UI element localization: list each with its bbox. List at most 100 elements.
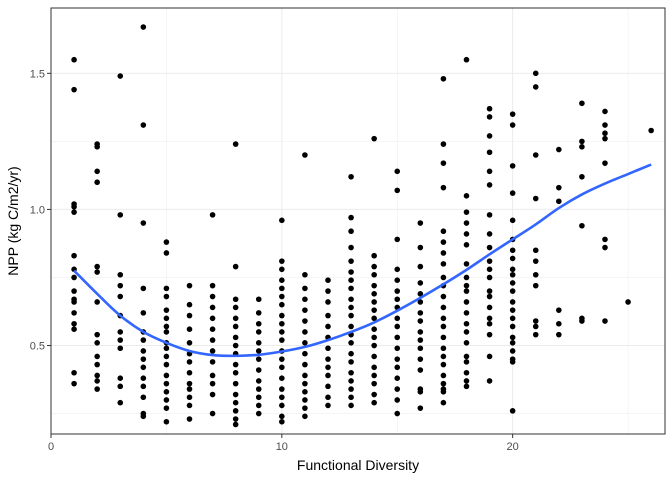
data-point — [463, 369, 470, 376]
data-point — [94, 269, 100, 275]
data-point — [556, 331, 562, 338]
data-point — [417, 318, 424, 324]
data-point — [255, 386, 262, 392]
data-point — [302, 389, 308, 395]
data-point — [532, 195, 539, 202]
data-point — [94, 353, 100, 360]
data-point — [163, 380, 170, 387]
data-point — [394, 266, 401, 273]
data-point — [209, 410, 216, 417]
data-point — [209, 315, 216, 322]
data-point — [394, 375, 401, 382]
data-point — [509, 307, 516, 313]
data-point — [486, 212, 493, 218]
data-point — [232, 141, 239, 147]
data-point — [486, 320, 493, 327]
data-point — [348, 304, 354, 311]
data-point — [94, 179, 100, 186]
data-point — [186, 340, 193, 346]
data-point — [371, 364, 377, 371]
data-point — [486, 168, 493, 175]
data-point — [417, 244, 424, 251]
data-point — [186, 312, 193, 319]
data-point — [417, 263, 424, 270]
data-point — [302, 397, 308, 403]
data-point — [232, 304, 239, 311]
data-point — [440, 239, 447, 245]
panel-border — [50, 7, 666, 435]
data-point — [371, 291, 377, 297]
data-point — [71, 274, 77, 281]
data-point — [394, 323, 401, 330]
data-point — [486, 331, 493, 338]
data-point — [486, 315, 493, 322]
data-point — [163, 418, 170, 425]
data-point — [602, 160, 608, 166]
data-point — [325, 383, 331, 390]
data-point — [371, 315, 377, 322]
data-point — [163, 293, 170, 300]
data-point — [509, 271, 516, 278]
data-point — [486, 378, 493, 384]
data-point — [117, 212, 124, 218]
data-point — [532, 258, 539, 264]
data-point — [348, 258, 354, 264]
data-point — [371, 271, 377, 278]
data-point — [163, 307, 170, 313]
data-point — [186, 402, 193, 409]
data-point — [509, 348, 516, 354]
data-point — [509, 217, 516, 224]
data-point — [394, 364, 401, 371]
data-point — [486, 258, 493, 264]
data-point — [486, 244, 493, 251]
data-point — [209, 304, 216, 311]
data-point — [117, 383, 124, 390]
data-point — [417, 405, 424, 411]
data-point — [140, 413, 147, 420]
data-point — [94, 361, 100, 368]
data-point — [163, 239, 170, 245]
data-point — [140, 24, 147, 30]
data-point — [255, 348, 262, 354]
data-point — [440, 75, 447, 82]
data-point — [117, 293, 124, 300]
data-point — [625, 299, 631, 305]
data-point — [117, 337, 124, 343]
data-point — [209, 391, 216, 398]
data-point — [602, 122, 608, 128]
data-point — [440, 160, 447, 166]
data-point — [602, 236, 608, 243]
data-point — [186, 326, 193, 333]
data-point — [417, 291, 424, 297]
data-point — [209, 372, 216, 379]
data-point — [140, 310, 147, 316]
data-point — [348, 312, 354, 319]
data-point — [163, 397, 170, 403]
data-point — [186, 386, 193, 392]
data-point — [602, 130, 608, 137]
data-point — [417, 329, 424, 335]
data-point — [94, 378, 100, 384]
data-point — [348, 359, 354, 365]
data-point — [509, 408, 516, 414]
y-tick-label: 0.5 — [30, 341, 45, 353]
data-point — [325, 345, 331, 352]
data-point — [602, 108, 608, 115]
data-point — [302, 372, 308, 379]
data-point — [371, 282, 377, 289]
data-point — [440, 274, 447, 281]
data-point — [186, 282, 193, 289]
data-point — [348, 228, 354, 235]
data-point — [232, 334, 239, 341]
data-point — [232, 416, 239, 422]
data-point — [394, 277, 401, 284]
data-point — [440, 304, 447, 311]
data-point — [279, 217, 285, 224]
data-point — [255, 356, 262, 362]
data-point — [279, 413, 285, 420]
data-point — [486, 288, 493, 294]
data-point — [302, 340, 308, 346]
data-point — [71, 56, 77, 63]
data-point — [440, 399, 447, 406]
